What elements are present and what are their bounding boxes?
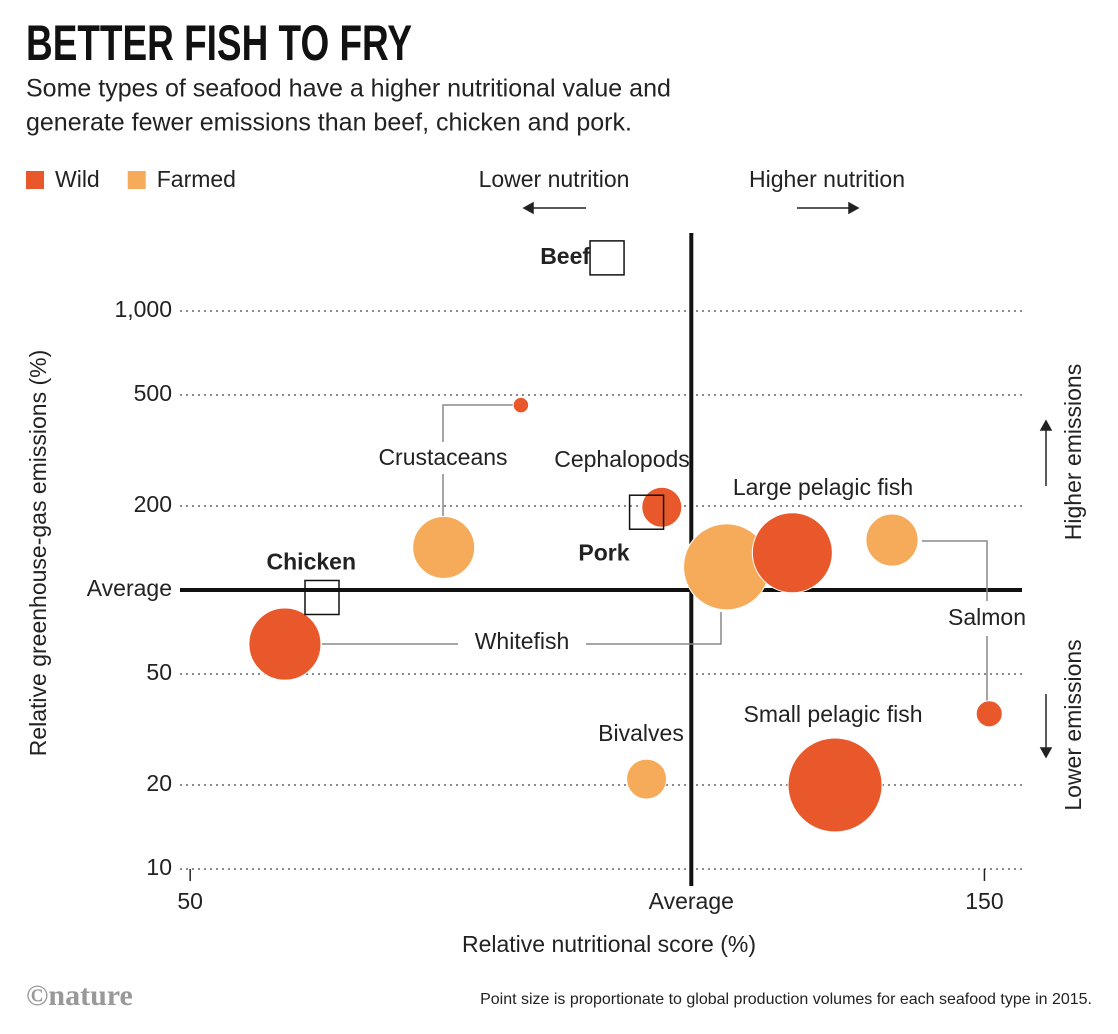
subtitle: generate fewer emissions than beef, chic… bbox=[26, 109, 632, 137]
annotation: Bivalves bbox=[598, 720, 684, 746]
x-tick-label: 50 bbox=[177, 888, 203, 914]
annotation: Whitefish bbox=[475, 628, 570, 654]
annotation: Cephalopods bbox=[554, 446, 690, 472]
y-tick-label: 500 bbox=[134, 380, 172, 406]
bubble bbox=[626, 758, 668, 800]
bubble bbox=[412, 516, 476, 579]
direction-label: Higher nutrition bbox=[749, 166, 905, 192]
reference-label: Pork bbox=[578, 539, 629, 565]
y-tick-label: 1,000 bbox=[114, 296, 172, 322]
leader-line bbox=[922, 540, 988, 601]
bubble bbox=[751, 512, 833, 594]
y-axis-label: Relative greenhouse-gas emissions (%) bbox=[25, 350, 51, 757]
direction-label: Higher emissions bbox=[1060, 364, 1086, 540]
x-axis-label: Relative nutritional score (%) bbox=[462, 931, 756, 957]
bubble bbox=[865, 513, 919, 567]
legend-label: Farmed bbox=[157, 166, 236, 192]
annotation: Salmon bbox=[948, 604, 1026, 630]
y-tick-label: Average bbox=[87, 575, 172, 601]
direction-label: Lower emissions bbox=[1060, 639, 1086, 810]
subtitle: Some types of seafood have a higher nutr… bbox=[26, 75, 671, 103]
credit: ©nature bbox=[26, 979, 133, 1012]
reference-marker bbox=[589, 240, 625, 276]
bubble bbox=[512, 396, 530, 414]
annotation: Crustaceans bbox=[378, 444, 507, 470]
bubble bbox=[975, 700, 1003, 728]
y-tick-label: 10 bbox=[146, 854, 172, 880]
legend-swatch bbox=[26, 171, 44, 189]
note: Point size is proportionate to global pr… bbox=[480, 991, 1092, 1008]
leader-line bbox=[586, 612, 722, 645]
annotation: Large pelagic fish bbox=[733, 474, 913, 500]
reference-label: Chicken bbox=[267, 549, 356, 575]
legend-swatch bbox=[127, 171, 146, 189]
chart-title: BETTER FISH TO FRY bbox=[26, 15, 412, 71]
leader-line bbox=[442, 404, 514, 442]
annotation: Small pelagic fish bbox=[744, 701, 923, 727]
x-tick-label: 150 bbox=[965, 888, 1003, 914]
legend-label: Wild bbox=[55, 166, 100, 192]
y-tick-label: 50 bbox=[146, 659, 172, 685]
arrow bbox=[522, 201, 1053, 759]
y-tick-label: 20 bbox=[146, 770, 172, 796]
y-tick-label: 200 bbox=[134, 491, 172, 517]
reference-marker bbox=[304, 579, 340, 616]
reference-label: Beef bbox=[540, 243, 590, 269]
x-tick-label: Average bbox=[649, 888, 734, 914]
bubble bbox=[787, 737, 883, 833]
direction-label: Lower nutrition bbox=[479, 166, 630, 192]
reference-marker bbox=[628, 494, 665, 530]
bubble bbox=[248, 607, 322, 681]
bubble bbox=[641, 486, 683, 528]
